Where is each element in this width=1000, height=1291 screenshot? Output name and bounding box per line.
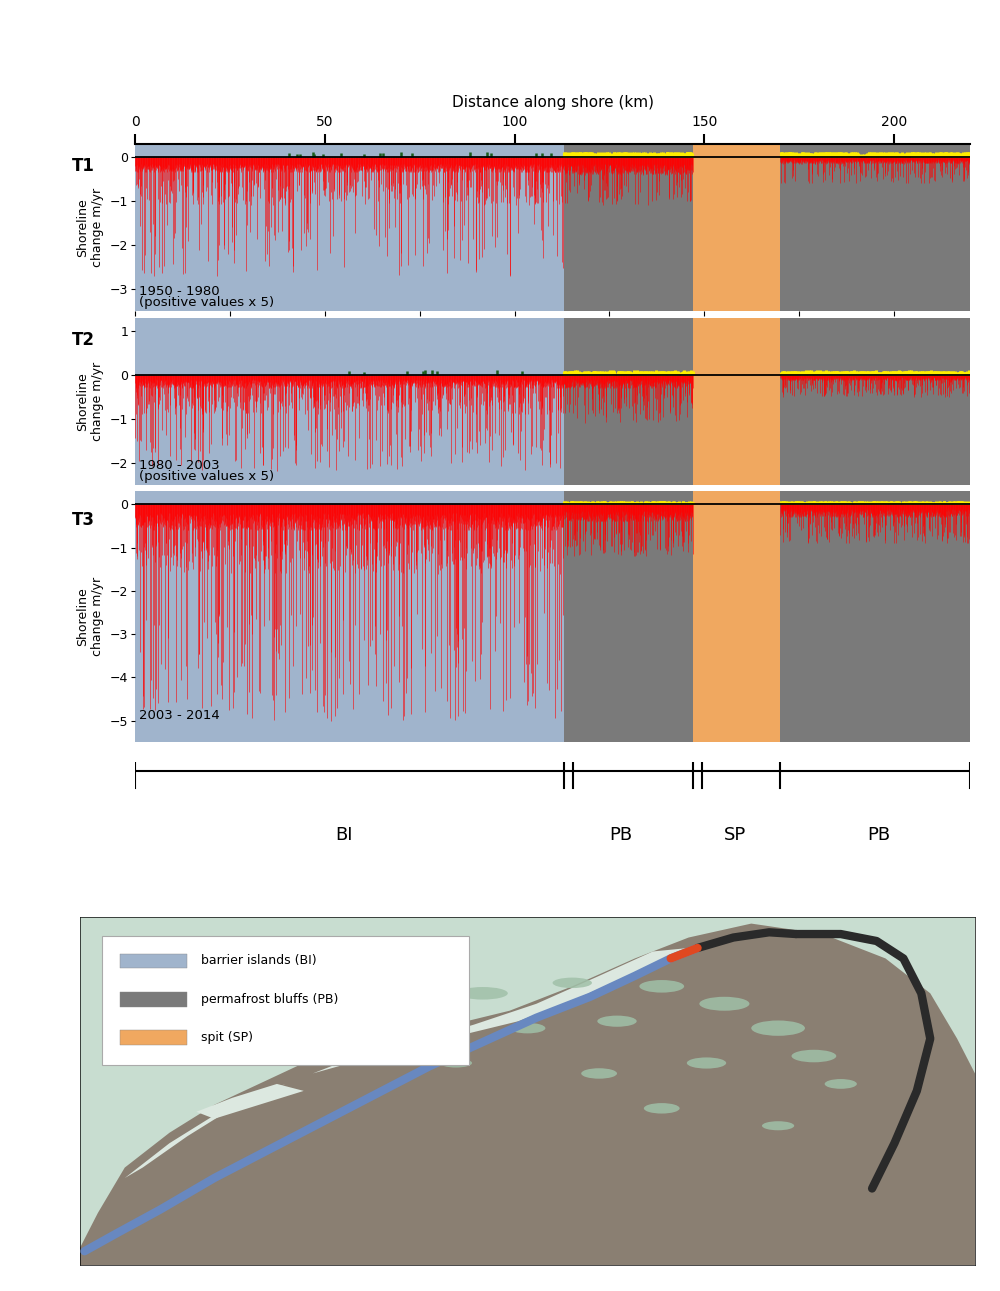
Ellipse shape: [639, 980, 684, 993]
Text: (positive values x 5): (positive values x 5): [139, 297, 274, 310]
Y-axis label: Shoreline
change m/yr: Shoreline change m/yr: [76, 188, 104, 267]
Text: permafrost bluffs (PB): permafrost bluffs (PB): [201, 993, 338, 1006]
Text: (positive values x 5): (positive values x 5): [139, 470, 274, 483]
Bar: [780, 492, 970, 742]
Bar: [693, 492, 780, 742]
Text: T2: T2: [72, 330, 95, 349]
Text: barrier islands (BI): barrier islands (BI): [201, 954, 316, 967]
Polygon shape: [125, 948, 689, 1177]
Bar: [135, 318, 564, 485]
Text: PB: PB: [867, 826, 890, 844]
Ellipse shape: [458, 988, 508, 999]
Bar: [135, 492, 564, 742]
Bar: [780, 143, 970, 311]
X-axis label: Distance along shore (km): Distance along shore (km): [452, 96, 654, 110]
Y-axis label: Shoreline
change m/yr: Shoreline change m/yr: [76, 361, 104, 440]
Text: T3: T3: [72, 511, 95, 529]
Polygon shape: [80, 923, 975, 1265]
Ellipse shape: [762, 1121, 794, 1131]
Ellipse shape: [581, 1068, 617, 1079]
Text: BI: BI: [335, 826, 352, 844]
Text: 1980 - 2003: 1980 - 2003: [139, 458, 220, 471]
Text: T1: T1: [72, 158, 95, 176]
Ellipse shape: [792, 1050, 836, 1062]
Ellipse shape: [751, 1020, 805, 1035]
Ellipse shape: [553, 977, 592, 988]
Text: 2003 - 2014: 2003 - 2014: [139, 709, 220, 722]
Text: 1950 - 1980: 1950 - 1980: [139, 285, 220, 298]
Bar: [120, 1030, 187, 1044]
Bar: [120, 954, 187, 968]
Ellipse shape: [510, 1022, 545, 1033]
Bar: [564, 492, 693, 742]
Ellipse shape: [440, 1059, 472, 1068]
Y-axis label: Shoreline
change m/yr: Shoreline change m/yr: [76, 577, 104, 656]
Bar: [135, 143, 564, 311]
Bar: [693, 318, 780, 485]
Text: SP: SP: [724, 826, 746, 844]
Bar: [120, 991, 187, 1007]
Bar: [564, 143, 693, 311]
Bar: [780, 318, 970, 485]
Ellipse shape: [825, 1079, 857, 1088]
Ellipse shape: [597, 1016, 637, 1026]
Bar: [693, 143, 780, 311]
Text: PB: PB: [609, 826, 632, 844]
Bar: [564, 318, 693, 485]
Polygon shape: [196, 1084, 304, 1119]
Ellipse shape: [644, 1103, 680, 1114]
Ellipse shape: [699, 997, 749, 1011]
Text: spit (SP): spit (SP): [201, 1032, 253, 1044]
FancyBboxPatch shape: [102, 936, 469, 1065]
Ellipse shape: [687, 1057, 726, 1069]
